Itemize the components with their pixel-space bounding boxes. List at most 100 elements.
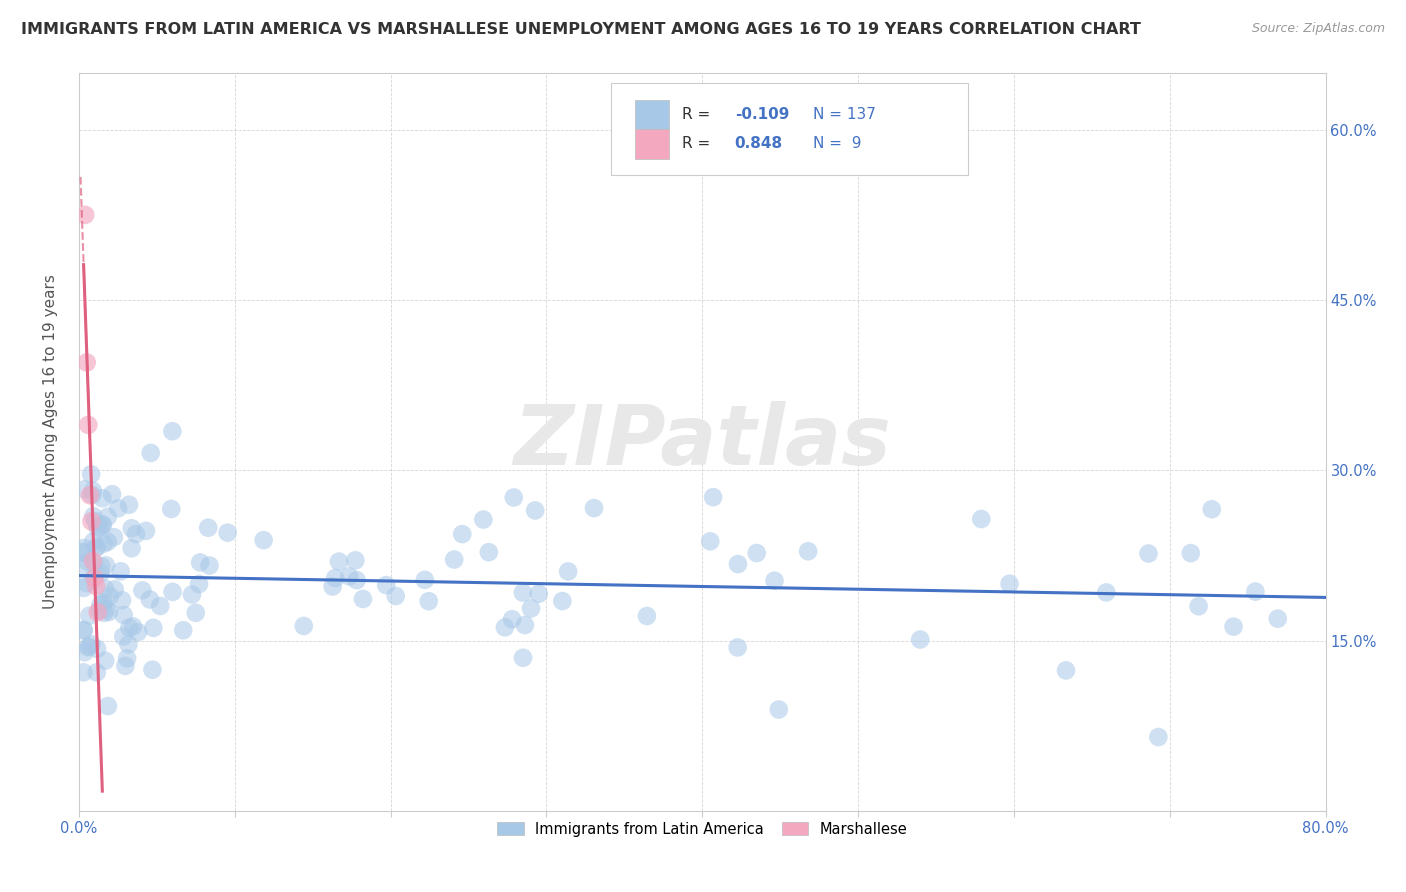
Point <box>121 521 143 535</box>
Point <box>768 702 790 716</box>
Point <box>763 574 786 588</box>
Point <box>252 533 274 548</box>
Point <box>384 589 406 603</box>
Point <box>82 509 104 524</box>
Point <box>727 640 749 655</box>
Point <box>86 540 108 554</box>
Point <box>527 587 550 601</box>
Point <box>797 544 820 558</box>
Point <box>344 553 367 567</box>
Point <box>139 446 162 460</box>
Point <box>524 503 547 517</box>
Point <box>91 518 114 533</box>
Point <box>322 579 344 593</box>
Point <box>77 417 100 432</box>
Point <box>520 601 543 615</box>
Point <box>82 554 104 568</box>
FancyBboxPatch shape <box>612 83 967 175</box>
Y-axis label: Unemployment Among Ages 16 to 19 years: Unemployment Among Ages 16 to 19 years <box>44 275 58 609</box>
Point <box>84 541 107 555</box>
Point <box>181 588 204 602</box>
Point <box>111 593 134 607</box>
Point <box>75 208 97 222</box>
Point <box>745 546 768 560</box>
Point <box>86 665 108 680</box>
Point <box>89 603 111 617</box>
Point <box>1222 620 1244 634</box>
Point <box>117 637 139 651</box>
Text: Source: ZipAtlas.com: Source: ZipAtlas.com <box>1251 22 1385 36</box>
Point <box>79 608 101 623</box>
Point <box>908 632 931 647</box>
Point <box>80 637 103 651</box>
Point <box>112 607 135 622</box>
Point <box>292 619 315 633</box>
Point <box>90 559 112 574</box>
Point <box>328 555 350 569</box>
Point <box>160 502 183 516</box>
Point <box>115 651 138 665</box>
Point <box>636 609 658 624</box>
Point <box>84 514 107 528</box>
Point <box>162 585 184 599</box>
Point <box>141 663 163 677</box>
Point <box>110 564 132 578</box>
Point <box>104 582 127 597</box>
Point <box>72 665 94 680</box>
Text: IMMIGRANTS FROM LATIN AMERICA VS MARSHALLESE UNEMPLOYMENT AMONG AGES 16 TO 19 YE: IMMIGRANTS FROM LATIN AMERICA VS MARSHAL… <box>21 22 1140 37</box>
Point <box>114 658 136 673</box>
Point <box>91 517 114 532</box>
Point <box>149 599 172 613</box>
Point <box>93 595 115 609</box>
Point <box>72 623 94 637</box>
Point <box>172 624 194 638</box>
Point <box>443 552 465 566</box>
Point <box>86 521 108 535</box>
Point <box>727 557 749 571</box>
Point <box>82 534 104 549</box>
Point <box>323 571 346 585</box>
Point <box>118 498 141 512</box>
Point <box>1180 546 1202 560</box>
Point <box>72 581 94 595</box>
Point <box>1187 599 1209 614</box>
Point <box>478 545 501 559</box>
Text: N =  9: N = 9 <box>813 136 862 152</box>
Point <box>77 555 100 569</box>
FancyBboxPatch shape <box>636 100 669 129</box>
Point <box>80 514 103 528</box>
Point <box>89 519 111 533</box>
Point <box>91 597 114 611</box>
Point <box>94 558 117 573</box>
Point <box>89 598 111 612</box>
Point <box>451 527 474 541</box>
Point <box>72 546 94 560</box>
Point <box>72 624 94 638</box>
Point <box>1244 584 1267 599</box>
Point <box>512 650 534 665</box>
Point <box>1201 502 1223 516</box>
Point <box>76 576 98 591</box>
Point <box>121 541 143 556</box>
Point <box>107 501 129 516</box>
Point <box>93 606 115 620</box>
Point <box>73 645 96 659</box>
Point <box>94 654 117 668</box>
Point <box>197 521 219 535</box>
Point <box>79 488 101 502</box>
Point <box>91 491 114 506</box>
Point <box>472 512 495 526</box>
Point <box>1054 664 1077 678</box>
Point <box>73 558 96 573</box>
Point <box>131 583 153 598</box>
Point <box>1147 730 1170 744</box>
Point <box>77 640 100 654</box>
Point <box>513 618 536 632</box>
Text: ZIPatlas: ZIPatlas <box>513 401 891 483</box>
Point <box>86 641 108 656</box>
Point <box>76 355 98 369</box>
Point <box>94 582 117 596</box>
Legend: Immigrants from Latin America, Marshallese: Immigrants from Latin America, Marshalle… <box>491 814 914 844</box>
Point <box>702 490 724 504</box>
Point <box>346 573 368 587</box>
